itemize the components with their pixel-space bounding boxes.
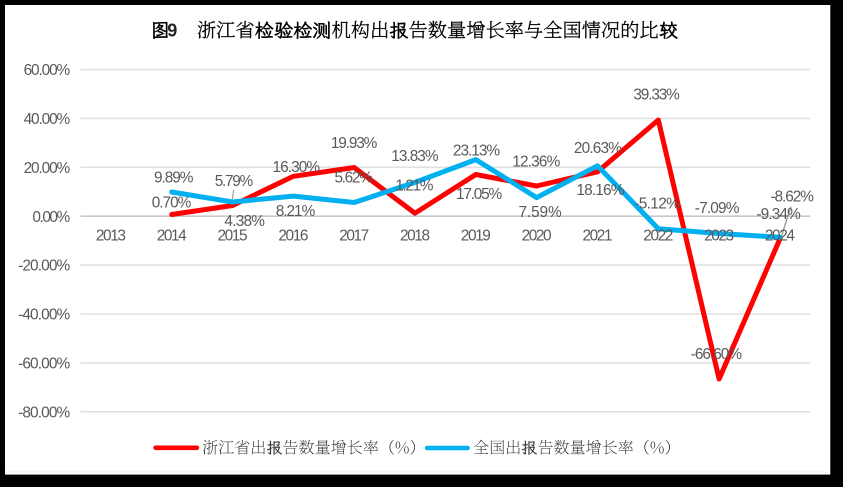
svg-text:8.21%: 8.21% — [276, 203, 316, 220]
svg-text:-40.00%: -40.00% — [18, 307, 70, 324]
svg-text:0.00%: 0.00% — [32, 209, 70, 226]
svg-text:39.33%: 39.33% — [633, 87, 680, 104]
svg-text:2018: 2018 — [400, 228, 430, 245]
svg-text:23.13%: 23.13% — [453, 143, 501, 160]
svg-text:17.05%: 17.05% — [456, 186, 503, 203]
svg-text:9.89%: 9.89% — [154, 170, 194, 187]
svg-text:2022: 2022 — [643, 228, 673, 245]
svg-text:2020: 2020 — [522, 228, 552, 245]
svg-text:2019: 2019 — [461, 228, 491, 245]
svg-text:2015: 2015 — [218, 228, 248, 245]
svg-text:2013: 2013 — [96, 228, 126, 245]
svg-text:9: 9 — [167, 21, 177, 41]
svg-text:2014: 2014 — [157, 228, 187, 245]
svg-text:12.36%: 12.36% — [512, 153, 560, 170]
svg-text:2023: 2023 — [704, 228, 734, 245]
svg-text:16.30%: 16.30% — [273, 159, 321, 176]
svg-text:18.16%: 18.16% — [576, 182, 624, 199]
svg-text:-80.00%: -80.00% — [18, 404, 70, 421]
svg-text:-66.60%: -66.60% — [691, 346, 743, 363]
svg-text:20.00%: 20.00% — [24, 160, 71, 177]
svg-text:-9.34%: -9.34% — [756, 206, 801, 223]
svg-text:1.21%: 1.21% — [395, 178, 433, 195]
svg-text:2016: 2016 — [278, 228, 308, 245]
svg-text:5.62%: 5.62% — [334, 170, 373, 187]
svg-text:60.00%: 60.00% — [24, 62, 71, 79]
svg-text:-7.09%: -7.09% — [695, 200, 740, 217]
svg-text:13.83%: 13.83% — [391, 148, 439, 165]
svg-text:0.70%: 0.70% — [152, 194, 192, 211]
svg-text:2024: 2024 — [765, 228, 795, 245]
svg-text:7.59%: 7.59% — [519, 204, 562, 221]
svg-text:-5.12%: -5.12% — [634, 195, 680, 212]
svg-text:-20.00%: -20.00% — [18, 258, 70, 275]
svg-text:-60.00%: -60.00% — [18, 356, 70, 373]
svg-text:2017: 2017 — [339, 228, 369, 245]
svg-text:40.00%: 40.00% — [24, 111, 71, 128]
svg-text:2021: 2021 — [583, 228, 613, 245]
svg-text:4.38%: 4.38% — [224, 213, 265, 230]
svg-text:19.93%: 19.93% — [331, 135, 378, 152]
svg-text:-8.62%: -8.62% — [770, 189, 814, 206]
svg-text:5.79%: 5.79% — [215, 173, 254, 190]
svg-text:20.63%: 20.63% — [574, 140, 622, 157]
